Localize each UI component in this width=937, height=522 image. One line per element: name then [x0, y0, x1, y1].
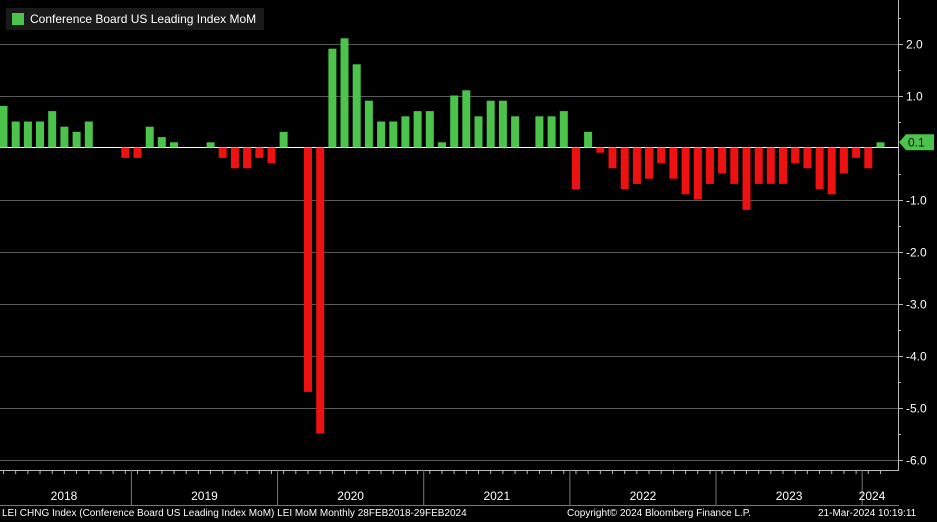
bar — [827, 147, 836, 195]
year-label: 2020 — [337, 489, 364, 503]
bar — [304, 147, 312, 392]
bar — [632, 147, 641, 184]
bar — [657, 147, 666, 164]
bar — [438, 142, 446, 148]
footer-copyright: Copyright© 2024 Bloomberg Finance L.P. — [567, 508, 751, 519]
bar — [766, 147, 775, 184]
bar — [230, 147, 239, 169]
bar — [596, 147, 605, 153]
bar — [218, 147, 227, 158]
bar — [474, 116, 483, 148]
y-tick-label: -2.0 — [906, 246, 927, 260]
bar — [645, 147, 653, 179]
bar — [340, 38, 349, 148]
gridlines — [0, 44, 898, 461]
bar — [547, 116, 556, 148]
bar — [243, 147, 252, 169]
year-label: 2024 — [859, 489, 886, 503]
year-label: 2018 — [51, 489, 78, 503]
bar — [511, 116, 520, 148]
bar — [279, 131, 288, 148]
bar — [572, 147, 580, 190]
bar — [498, 100, 507, 148]
year-label: 2019 — [191, 489, 218, 503]
year-label: 2022 — [630, 489, 657, 503]
bar — [693, 147, 702, 200]
bar — [584, 131, 593, 148]
bar — [48, 111, 57, 148]
bar — [864, 147, 873, 169]
year-label: 2021 — [483, 489, 510, 503]
bar — [450, 95, 459, 148]
bar — [718, 147, 727, 174]
bar — [316, 147, 325, 434]
bar — [267, 147, 276, 164]
bar — [742, 147, 751, 210]
bar — [779, 147, 787, 184]
bars — [0, 38, 885, 434]
bar — [364, 100, 373, 148]
x-axis: 2018 2019 2020 2021 2022 2023 2024 — [0, 470, 899, 506]
bar — [0, 105, 8, 148]
y-tick-label: -5.0 — [906, 402, 927, 416]
bar — [377, 121, 386, 148]
bar — [145, 126, 154, 148]
year-label: 2023 — [776, 489, 803, 503]
bar — [839, 147, 848, 174]
bar — [730, 147, 739, 184]
bar — [705, 147, 714, 184]
footer-timestamp: 21-Mar-2024 10:19:11 — [818, 508, 917, 519]
bar — [121, 147, 130, 158]
bar — [389, 121, 398, 148]
bar — [791, 147, 800, 164]
bar — [815, 147, 824, 190]
bar — [559, 111, 568, 148]
y-tick-label: 1.0 — [906, 90, 923, 104]
bar — [852, 147, 861, 158]
y-tick-label: -3.0 — [906, 298, 927, 312]
bar — [36, 121, 44, 148]
y-tick-label: -4.0 — [906, 350, 927, 364]
bar — [425, 111, 434, 148]
bar — [11, 121, 20, 148]
bar — [876, 142, 885, 148]
legend-swatch — [12, 13, 24, 25]
bar — [352, 64, 361, 148]
bar — [133, 147, 142, 158]
bar — [486, 100, 495, 148]
bar — [620, 147, 629, 190]
footer-source: LEI CHNG Index (Conference Board US Lead… — [2, 508, 467, 519]
y-axis: 2.0 1.0 -1.0 -2.0 -3.0 -4.0 -5.0 -6.0 0.1 — [898, 0, 934, 470]
bar — [413, 111, 422, 148]
y-tick-label: 2.0 — [906, 38, 923, 52]
footer: LEI CHNG Index (Conference Board US Lead… — [0, 506, 937, 522]
y-tick-label: -1.0 — [906, 194, 927, 208]
y-tick-label: -6.0 — [906, 454, 927, 468]
bar — [157, 137, 166, 148]
legend: Conference Board US Leading Index MoM — [6, 8, 265, 30]
bar — [608, 147, 617, 169]
bar — [84, 121, 93, 148]
bar — [681, 147, 690, 195]
legend-label: Conference Board US Leading Index MoM — [30, 12, 257, 26]
bar — [754, 147, 763, 184]
bar — [535, 116, 544, 148]
bar — [255, 147, 264, 158]
last-value-tag — [899, 134, 934, 151]
bar — [803, 147, 812, 169]
bar — [401, 116, 410, 148]
bar — [60, 126, 69, 148]
bar — [328, 48, 337, 148]
bar — [23, 121, 32, 148]
bar — [72, 131, 81, 148]
last-value-label: 0.1 — [908, 135, 925, 149]
bar — [170, 142, 178, 148]
bar — [206, 142, 215, 148]
bar — [462, 90, 471, 148]
bar — [669, 147, 678, 179]
